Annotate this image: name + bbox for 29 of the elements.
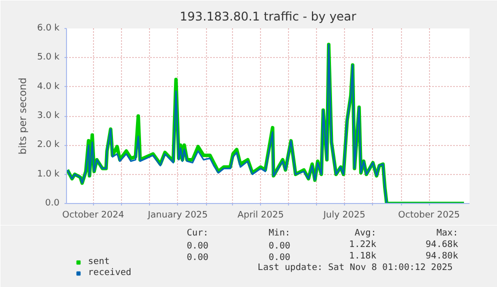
- text: Avg:: [354, 228, 376, 238]
- legend-label: sent: [88, 257, 110, 267]
- x-tick-label: October 2024: [62, 210, 124, 220]
- x-tick-label: October 2025: [398, 210, 460, 220]
- text: Last update: Sat Nov 8 01:00:12 2025: [258, 263, 453, 273]
- text: 0.00: [186, 242, 208, 252]
- text: Min:: [268, 228, 290, 238]
- y-tick-label: 5.0 k: [37, 52, 60, 63]
- y-tick-label: 0.0: [45, 198, 60, 208]
- y-tick-label: 6.0 k: [37, 24, 60, 34]
- text: Max:: [436, 228, 458, 238]
- y-tick-label: 4.0 k: [37, 82, 60, 92]
- y-tick-label: 1.0 k: [37, 169, 60, 180]
- text: 94.80k: [426, 252, 459, 262]
- x-tick-label: April 2025: [237, 210, 284, 220]
- chart-title: 193.183.80.1 traffic - by year: [180, 10, 356, 24]
- text: Cur:: [186, 228, 208, 238]
- text: 1.22k: [349, 240, 377, 250]
- legend-label: received: [88, 268, 132, 278]
- y-tick-label: 2.0 k: [37, 140, 60, 150]
- text: 0.00: [268, 253, 290, 263]
- y-axis-title: bits per second: [18, 78, 30, 154]
- y-tick-label: 3.0 k: [37, 111, 60, 121]
- text: 94.68k: [426, 240, 459, 250]
- x-tick-label: January 2025: [146, 210, 208, 220]
- text: 1.18k: [349, 252, 377, 262]
- text: 0.00: [186, 253, 208, 263]
- text: 0.00: [268, 242, 290, 252]
- x-tick-label: July 2025: [322, 210, 366, 220]
